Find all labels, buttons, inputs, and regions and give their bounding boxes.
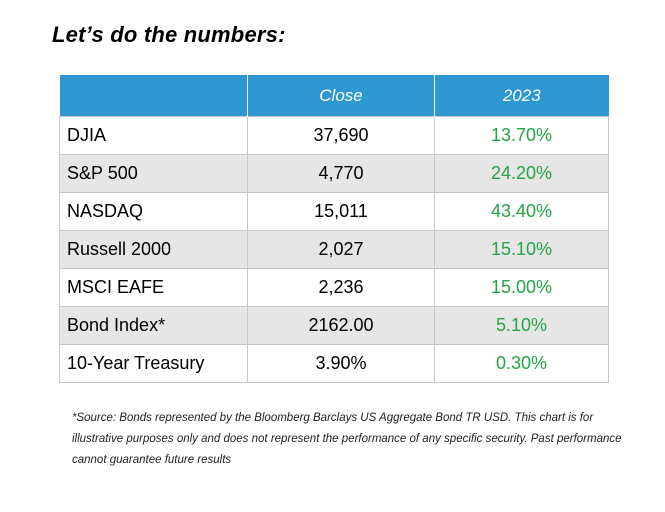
table-row: DJIA 37,690 13.70% [59,116,609,155]
header-year-return: 2023 [434,75,609,117]
close-value: 2,027 [247,230,435,269]
header-index [59,75,248,117]
return-value: 15.10% [434,230,609,269]
index-name: 10-Year Treasury [59,344,248,383]
index-name: DJIA [59,116,248,155]
return-value: 43.40% [434,192,609,231]
return-value: 24.20% [434,154,609,193]
return-value: 5.10% [434,306,609,345]
index-name: MSCI EAFE [59,268,248,307]
table-row: MSCI EAFE 2,236 15.00% [59,268,609,307]
index-name: S&P 500 [59,154,248,193]
return-value: 15.00% [434,268,609,307]
close-value: 2162.00 [247,306,435,345]
close-value: 2,236 [247,268,435,307]
market-numbers-table: Close 2023 DJIA 37,690 13.70% S&P 500 4,… [59,75,609,383]
header-close: Close [247,75,435,117]
table-header-row: Close 2023 [59,75,609,117]
source-footnote: *Source: Bonds represented by the Bloomb… [72,412,622,466]
index-name: NASDAQ [59,192,248,231]
table-row: NASDAQ 15,011 43.40% [59,192,609,231]
table-row: 10-Year Treasury 3.90% 0.30% [59,344,609,383]
table-row: Russell 2000 2,027 15.10% [59,230,609,269]
table-row: S&P 500 4,770 24.20% [59,154,609,193]
close-value: 3.90% [247,344,435,383]
close-value: 37,690 [247,116,435,155]
return-value: 13.70% [434,116,609,155]
page-title: Let’s do the numbers: [52,22,286,47]
table-row: Bond Index* 2162.00 5.10% [59,306,609,345]
close-value: 15,011 [247,192,435,231]
close-value: 4,770 [247,154,435,193]
return-value: 0.30% [434,344,609,383]
index-name: Russell 2000 [59,230,248,269]
index-name: Bond Index* [59,306,248,345]
